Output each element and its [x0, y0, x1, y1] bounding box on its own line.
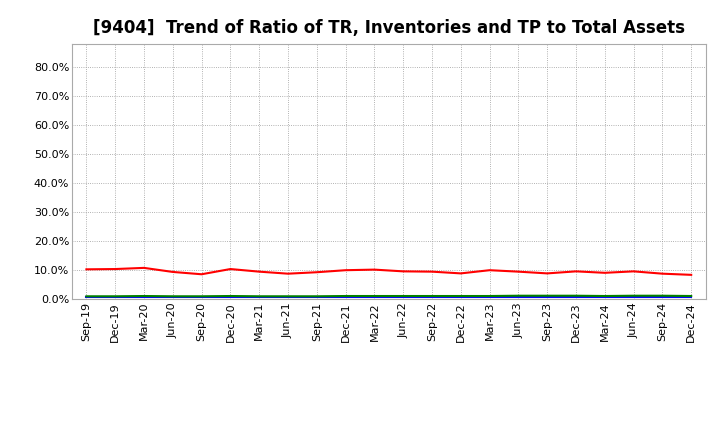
- Inventories: [600, 294, 609, 300]
- Trade Receivables: [168, 269, 177, 275]
- Trade Receivables: [255, 269, 264, 274]
- Inventories: [572, 294, 580, 300]
- Trade Receivables: [197, 271, 206, 277]
- Trade Receivables: [572, 269, 580, 274]
- Trade Receivables: [514, 269, 523, 274]
- Inventories: [456, 294, 465, 300]
- Trade Payables: [687, 293, 696, 299]
- Inventories: [284, 294, 292, 300]
- Trade Receivables: [370, 267, 379, 272]
- Inventories: [341, 294, 350, 300]
- Inventories: [485, 294, 494, 300]
- Trade Payables: [629, 293, 638, 298]
- Trade Receivables: [629, 269, 638, 274]
- Inventories: [226, 294, 235, 300]
- Trade Payables: [255, 293, 264, 299]
- Trade Payables: [658, 293, 667, 298]
- Title: [9404]  Trend of Ratio of TR, Inventories and TP to Total Assets: [9404] Trend of Ratio of TR, Inventories…: [93, 19, 685, 37]
- Inventories: [687, 294, 696, 300]
- Trade Receivables: [543, 271, 552, 276]
- Trade Receivables: [456, 271, 465, 276]
- Trade Receivables: [226, 266, 235, 271]
- Trade Receivables: [140, 265, 148, 271]
- Inventories: [658, 294, 667, 300]
- Trade Receivables: [312, 270, 321, 275]
- Trade Receivables: [485, 268, 494, 273]
- Trade Receivables: [82, 267, 91, 272]
- Trade Payables: [572, 293, 580, 298]
- Trade Receivables: [111, 266, 120, 271]
- Trade Payables: [312, 293, 321, 299]
- Trade Receivables: [658, 271, 667, 276]
- Trade Payables: [370, 293, 379, 299]
- Trade Payables: [514, 293, 523, 298]
- Trade Receivables: [687, 272, 696, 278]
- Trade Payables: [543, 293, 552, 298]
- Inventories: [255, 294, 264, 300]
- Inventories: [140, 294, 148, 300]
- Trade Payables: [428, 293, 436, 299]
- Trade Payables: [284, 293, 292, 299]
- Inventories: [370, 294, 379, 300]
- Inventories: [312, 294, 321, 300]
- Trade Payables: [226, 293, 235, 299]
- Trade Receivables: [428, 269, 436, 274]
- Trade Payables: [197, 293, 206, 299]
- Trade Payables: [168, 293, 177, 299]
- Trade Receivables: [600, 270, 609, 275]
- Trade Receivables: [399, 269, 408, 274]
- Inventories: [514, 294, 523, 300]
- Trade Payables: [485, 293, 494, 299]
- Inventories: [629, 294, 638, 300]
- Inventories: [82, 294, 91, 300]
- Trade Receivables: [284, 271, 292, 276]
- Trade Payables: [456, 293, 465, 299]
- Inventories: [197, 294, 206, 300]
- Trade Payables: [111, 293, 120, 299]
- Trade Payables: [341, 293, 350, 299]
- Inventories: [168, 294, 177, 300]
- Trade Payables: [140, 293, 148, 299]
- Line: Trade Receivables: Trade Receivables: [86, 268, 691, 275]
- Trade Receivables: [341, 268, 350, 273]
- Trade Payables: [600, 293, 609, 299]
- Inventories: [111, 294, 120, 300]
- Inventories: [399, 294, 408, 300]
- Trade Payables: [82, 293, 91, 299]
- Inventories: [428, 294, 436, 300]
- Inventories: [543, 294, 552, 300]
- Trade Payables: [399, 293, 408, 299]
